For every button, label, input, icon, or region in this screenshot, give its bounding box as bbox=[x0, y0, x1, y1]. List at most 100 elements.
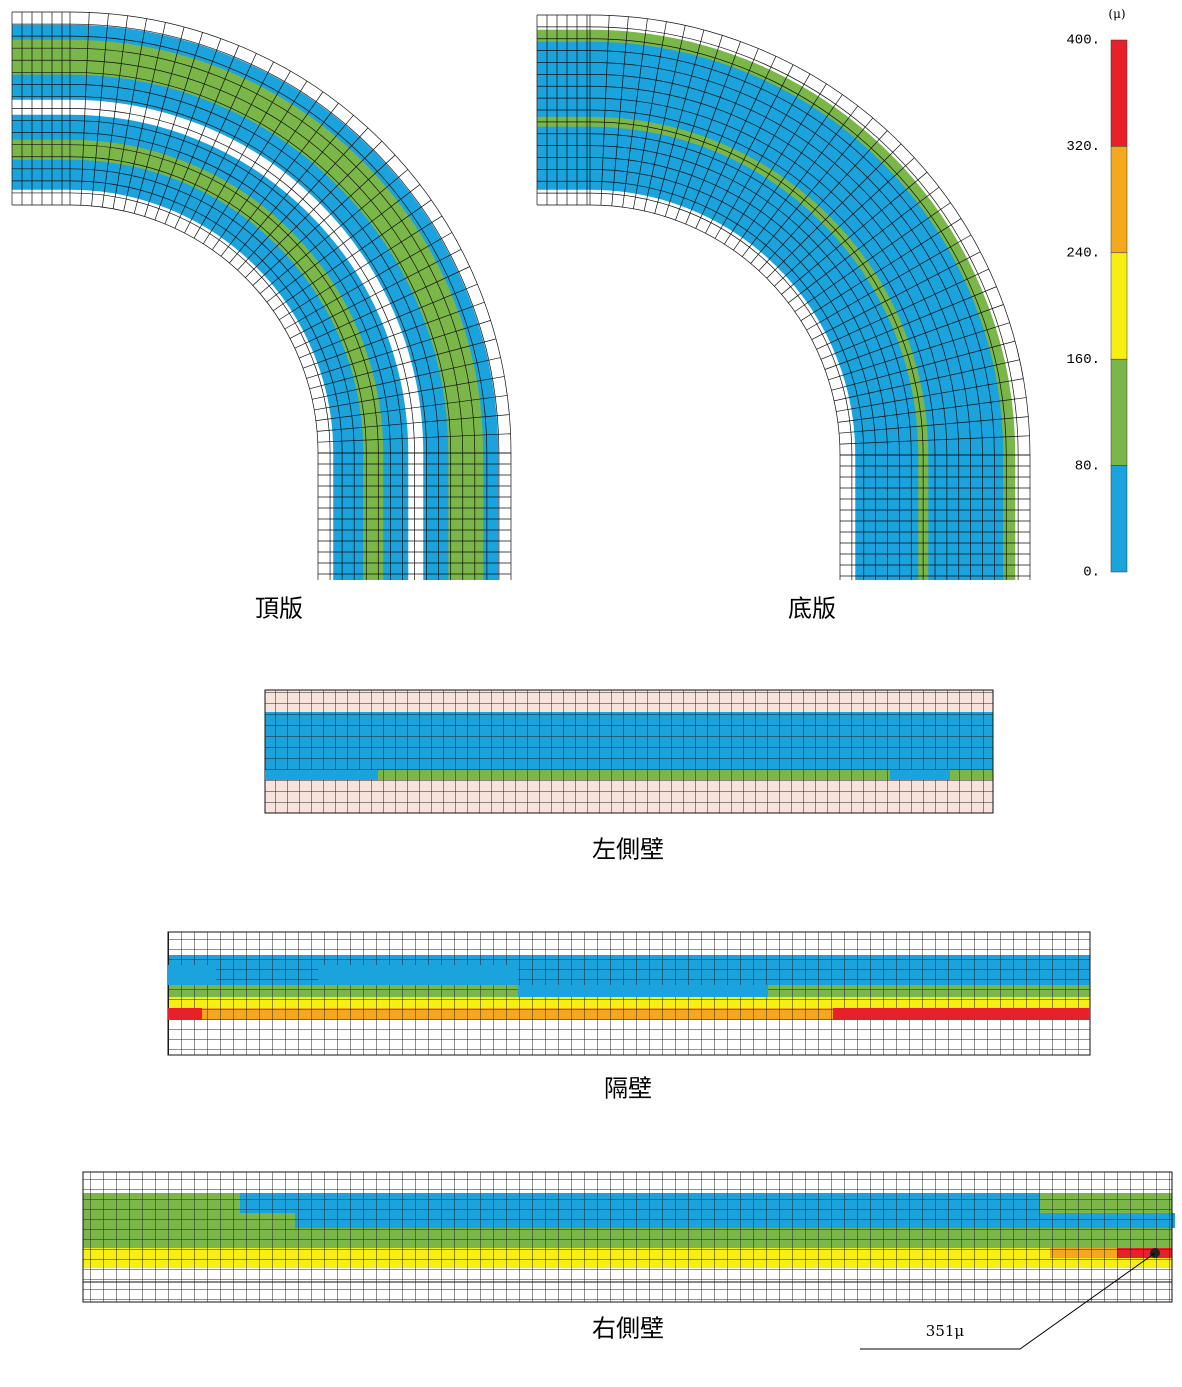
mesh-radial bbox=[816, 268, 989, 350]
mesh-radial bbox=[675, 41, 741, 221]
mesh-radial bbox=[622, 18, 648, 208]
panel-label: 隔壁 bbox=[604, 1075, 652, 1103]
mesh-radial bbox=[733, 94, 843, 251]
mesh-radial bbox=[252, 154, 396, 286]
mesh-radial bbox=[298, 283, 478, 359]
mesh-radial bbox=[312, 357, 501, 400]
mesh-radial bbox=[643, 25, 686, 212]
legend-band bbox=[1110, 358, 1128, 466]
mesh-radial bbox=[828, 322, 1010, 381]
strain-band bbox=[168, 1008, 202, 1020]
mesh-radial bbox=[741, 105, 859, 257]
mesh-radial bbox=[91, 13, 109, 206]
mesh-radial bbox=[302, 301, 485, 369]
mesh-radial bbox=[202, 80, 308, 245]
mesh-radial bbox=[800, 218, 962, 321]
mesh-radial bbox=[714, 73, 811, 239]
mesh-radial bbox=[306, 320, 491, 379]
mesh-radial bbox=[705, 64, 794, 234]
mesh bbox=[264, 689, 994, 814]
mesh-radial bbox=[695, 56, 777, 229]
mesh-radial bbox=[211, 91, 324, 251]
mesh-radial bbox=[272, 199, 432, 312]
mesh-radial bbox=[724, 83, 827, 245]
mesh-radial bbox=[633, 21, 667, 209]
mesh-radial bbox=[284, 232, 453, 330]
mesh-radial bbox=[174, 53, 257, 229]
mesh-radial bbox=[102, 15, 128, 208]
panel-label: 頂版 bbox=[255, 595, 303, 623]
mesh-radial bbox=[781, 171, 928, 295]
mesh-radial bbox=[600, 15, 610, 206]
mesh-radial bbox=[794, 202, 951, 312]
legend-tick: 240. bbox=[1066, 246, 1100, 262]
mesh-radial bbox=[317, 433, 511, 443]
mesh-radial bbox=[654, 29, 705, 214]
mesh bbox=[82, 1171, 1173, 1283]
mesh-radial bbox=[144, 32, 203, 217]
strain-band bbox=[833, 1008, 1090, 1020]
legend-band bbox=[1110, 146, 1128, 254]
legend: 400. 320. 240. 160. 80. 0. bbox=[1066, 33, 1128, 581]
legend-tick: 400. bbox=[1066, 33, 1100, 49]
panel-label: 右側壁 bbox=[592, 1315, 664, 1343]
mesh-radial bbox=[824, 304, 1004, 370]
mesh-radial bbox=[758, 130, 888, 271]
mesh-radial bbox=[611, 16, 629, 206]
mesh-radial bbox=[315, 395, 508, 421]
mesh-radial bbox=[820, 286, 997, 360]
strain-band bbox=[168, 965, 216, 985]
legend-band bbox=[1110, 252, 1128, 360]
mesh-radial bbox=[806, 234, 972, 331]
legend-unit: (μ) bbox=[1108, 7, 1125, 21]
annotation: 351μ bbox=[926, 1322, 965, 1340]
mesh-radial bbox=[237, 127, 369, 271]
plates bbox=[11, 11, 1031, 580]
mesh-radial bbox=[133, 26, 185, 214]
mesh-radial bbox=[836, 378, 1024, 412]
mesh-radial bbox=[80, 12, 90, 206]
mesh-radial bbox=[811, 251, 981, 340]
mesh-radial bbox=[317, 414, 510, 432]
walls bbox=[82, 689, 1175, 1303]
mesh-radial bbox=[774, 157, 915, 287]
mesh-radial bbox=[831, 340, 1016, 391]
strain-band bbox=[518, 985, 768, 997]
mesh-radial bbox=[766, 143, 902, 279]
strain-band bbox=[890, 770, 950, 780]
mesh-radial bbox=[294, 266, 470, 349]
mesh-radial bbox=[664, 35, 723, 217]
strain-band bbox=[318, 965, 518, 985]
mesh-radial bbox=[278, 215, 443, 321]
mesh-radial bbox=[154, 38, 222, 221]
mesh-radial bbox=[314, 376, 505, 411]
mesh-radial bbox=[837, 397, 1027, 423]
annotation-line bbox=[860, 1252, 1156, 1350]
mesh-radial bbox=[788, 186, 940, 304]
mesh-radial bbox=[266, 184, 421, 303]
panel-label: 底版 bbox=[788, 595, 836, 623]
legend-band bbox=[1110, 39, 1128, 147]
legend-tick: 320. bbox=[1066, 139, 1100, 155]
mesh-radial bbox=[112, 18, 147, 209]
mesh-radial bbox=[750, 117, 874, 264]
legend-band bbox=[1110, 465, 1128, 573]
mesh-radial bbox=[685, 48, 759, 225]
mesh-radial bbox=[289, 249, 462, 339]
strain-band bbox=[265, 770, 378, 780]
mesh-radial bbox=[309, 338, 497, 390]
mesh-radial bbox=[229, 114, 354, 264]
mesh-radial bbox=[833, 359, 1020, 402]
mesh-radial bbox=[220, 102, 339, 257]
mesh-radial bbox=[245, 140, 383, 278]
mesh-radial bbox=[839, 435, 1030, 445]
legend-tick: 160. bbox=[1066, 352, 1100, 368]
mesh-radial bbox=[164, 45, 240, 225]
legend-tick: 0. bbox=[1083, 565, 1100, 581]
panel-label: 左側壁 bbox=[592, 836, 664, 864]
mesh-radial bbox=[123, 22, 166, 211]
mesh-radial bbox=[193, 70, 291, 239]
legend-tick: 80. bbox=[1075, 458, 1100, 474]
mesh-radial bbox=[839, 416, 1029, 434]
